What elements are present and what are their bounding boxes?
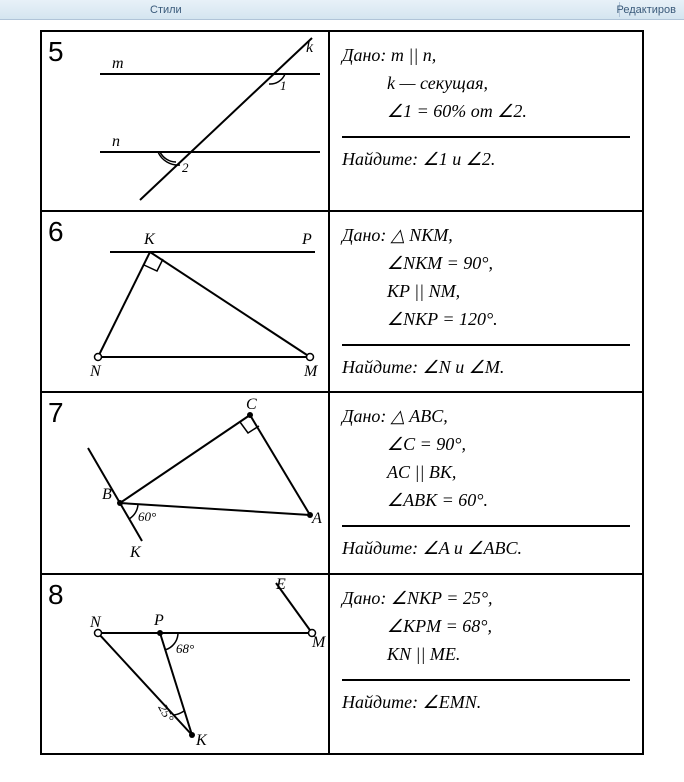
label-K: K bbox=[129, 544, 142, 561]
find-text: ∠1 и ∠2. bbox=[423, 149, 496, 169]
label-P: P bbox=[153, 612, 164, 629]
label-angle1: 1 bbox=[280, 78, 287, 93]
find-text: ∠EMN. bbox=[423, 692, 482, 712]
given-line: KP || NM, bbox=[387, 281, 460, 301]
separator bbox=[342, 344, 630, 346]
label-25: 25° bbox=[155, 701, 177, 724]
label-68: 68° bbox=[176, 641, 194, 656]
find-text: ∠A и ∠ABC. bbox=[423, 538, 522, 558]
given-line: ∠NKP = 25°, bbox=[391, 588, 493, 608]
problem-8-text: Дано: ∠NKP = 25°, ∠KPM = 68°, KN || ME. … bbox=[330, 575, 644, 753]
label-M: M bbox=[311, 634, 327, 651]
word-ribbon: Стили Редактиров bbox=[0, 0, 684, 20]
ribbon-edit-label[interactable]: Редактиров bbox=[617, 4, 676, 16]
ribbon-styles-label[interactable]: Стили bbox=[150, 4, 182, 16]
problem-8: 8 N P M E K 68° 25° bbox=[40, 573, 644, 755]
problem-6: 6 K P N M Дано: △ NKM, ∠NK bbox=[40, 210, 644, 391]
label-N: N bbox=[89, 614, 102, 631]
problem-number: 5 bbox=[40, 32, 80, 210]
given-line: ∠NKM = 90°, bbox=[387, 253, 493, 273]
given-line: ∠1 = 60% от ∠2. bbox=[387, 101, 527, 121]
label-m: m bbox=[112, 55, 124, 72]
given-label: Дано: bbox=[342, 588, 386, 608]
given-line: m || n, bbox=[391, 45, 436, 65]
given-label: Дано: bbox=[342, 406, 386, 426]
label-C: C bbox=[246, 396, 257, 413]
problem-5: 5 m n k 1 2 Дано: m || n, bbox=[40, 30, 644, 210]
given-line: ∠ABK = 60°. bbox=[387, 490, 488, 510]
separator bbox=[342, 525, 630, 527]
problem-number: 7 bbox=[40, 393, 80, 572]
find-label: Найдите: bbox=[342, 692, 418, 712]
given-line: AC || BK, bbox=[387, 462, 456, 482]
problem-5-text: Дано: m || n, k — секущая, ∠1 = 60% от ∠… bbox=[330, 32, 644, 210]
label-60: 60° bbox=[138, 509, 156, 524]
label-A: A bbox=[311, 510, 322, 527]
problem-number: 6 bbox=[40, 212, 80, 391]
label-P: P bbox=[301, 231, 312, 248]
diagram-7: C B A K 60° bbox=[80, 393, 330, 572]
label-N: N bbox=[89, 363, 102, 380]
problem-7-text: Дано: △ ABC, ∠C = 90°, AC || BK, ∠ABK = … bbox=[330, 393, 644, 572]
find-label: Найдите: bbox=[342, 538, 418, 558]
label-n: n bbox=[112, 133, 120, 150]
given-line: ∠KPM = 68°, bbox=[387, 616, 492, 636]
label-E: E bbox=[275, 576, 286, 593]
problem-7: 7 C B A K 60° Дан bbox=[40, 391, 644, 572]
problem-number: 8 bbox=[40, 575, 80, 753]
label-K: K bbox=[143, 231, 156, 248]
label-K: K bbox=[195, 732, 208, 749]
problem-6-text: Дано: △ NKM, ∠NKM = 90°, KP || NM, ∠NKP … bbox=[330, 212, 644, 391]
given-line: k — секущая, bbox=[387, 73, 488, 93]
find-label: Найдите: bbox=[342, 357, 418, 377]
given-line: △ NKM, bbox=[391, 225, 453, 245]
label-B: B bbox=[102, 486, 112, 503]
diagram-6: K P N M bbox=[80, 212, 330, 391]
label-M: M bbox=[303, 363, 319, 380]
diagram-5: m n k 1 2 bbox=[80, 32, 330, 210]
given-label: Дано: bbox=[342, 225, 386, 245]
separator bbox=[342, 136, 630, 138]
separator bbox=[342, 679, 630, 681]
label-k: k bbox=[306, 39, 314, 56]
worksheet-page: 5 m n k 1 2 Дано: m || n, bbox=[0, 20, 684, 755]
given-line: ∠NKP = 120°. bbox=[387, 309, 498, 329]
label-angle2: 2 bbox=[182, 160, 189, 175]
given-line: ∠C = 90°, bbox=[387, 434, 466, 454]
diagram-8: N P M E K 68° 25° bbox=[80, 575, 330, 753]
find-label: Найдите: bbox=[342, 149, 418, 169]
given-line: KN || ME. bbox=[387, 644, 460, 664]
given-label: Дано: bbox=[342, 45, 386, 65]
find-text: ∠N и ∠M. bbox=[423, 357, 505, 377]
given-line: △ ABC, bbox=[391, 406, 448, 426]
